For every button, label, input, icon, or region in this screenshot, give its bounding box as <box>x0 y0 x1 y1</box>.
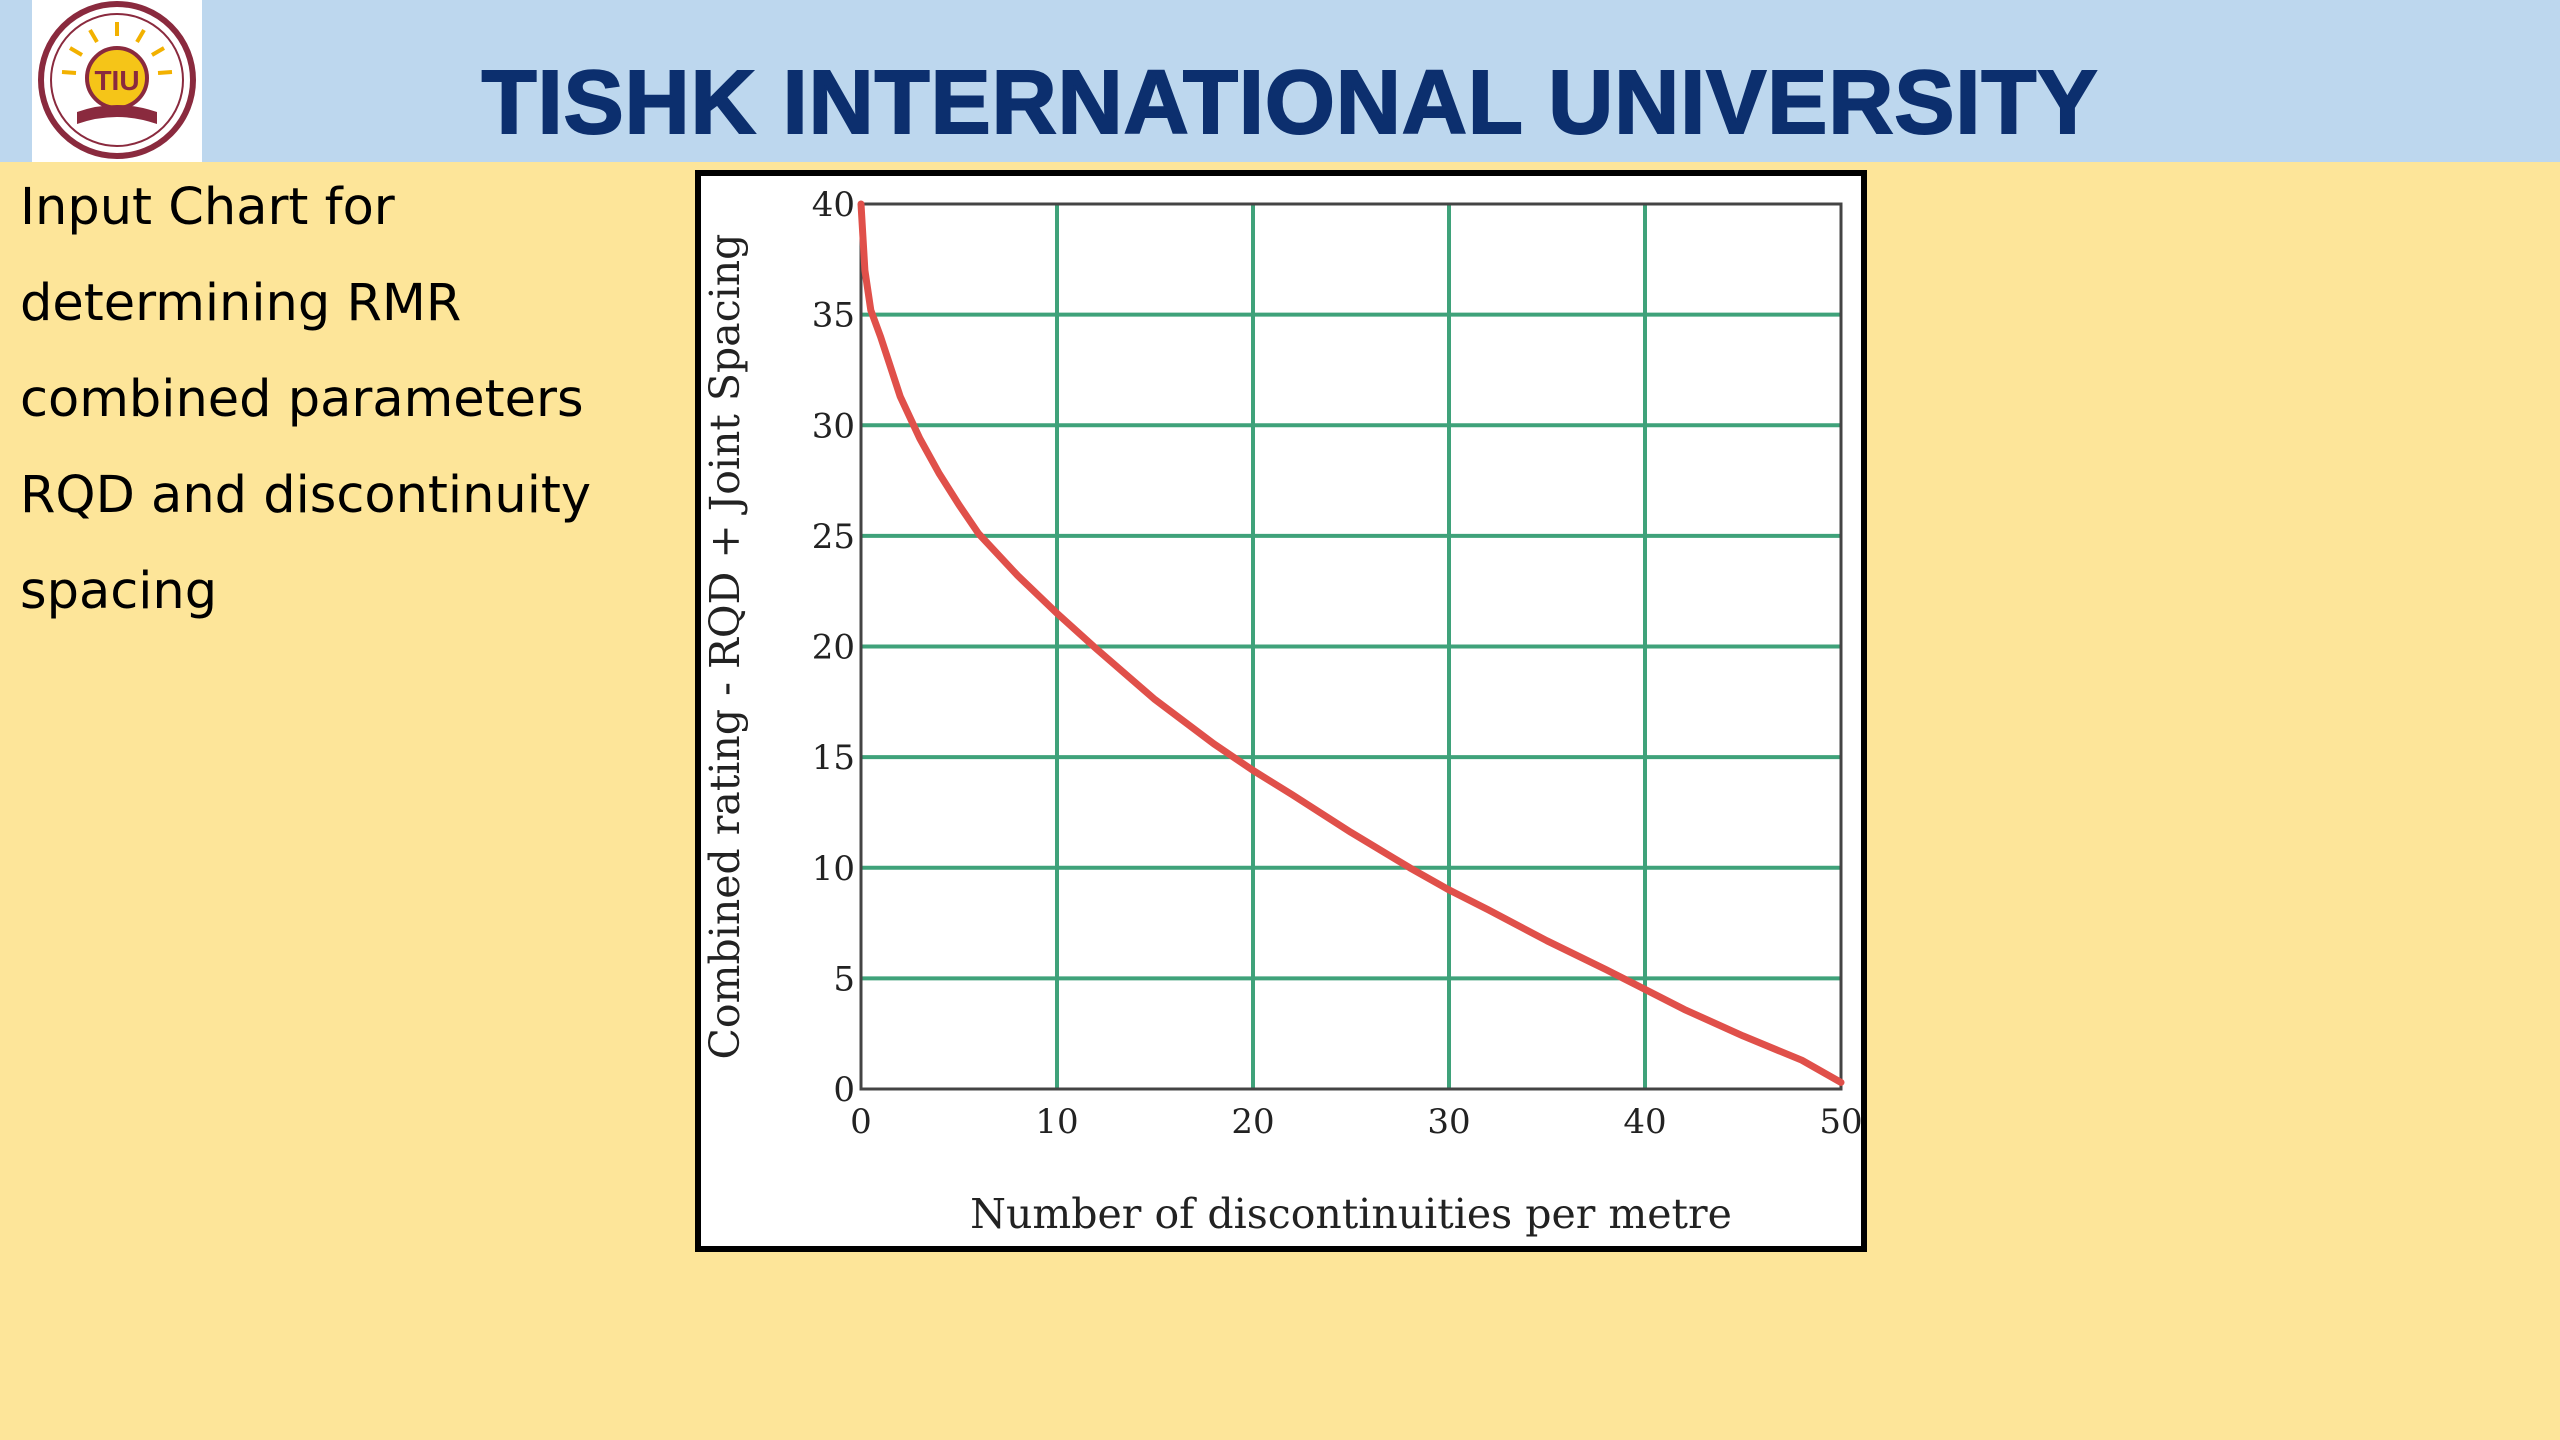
plot-border <box>859 202 1843 1091</box>
axes <box>859 202 1843 1091</box>
y-tick-label: 30 <box>812 406 855 446</box>
rmr-chart: 0 10 20 30 40 50 0 5 10 15 20 25 30 35 40 Number of di… <box>701 185 1861 1238</box>
tick-labels: 0 10 20 30 40 50 0 5 10 15 20 25 30 35 40 <box>812 185 1861 1142</box>
x-tick-label: 0 <box>850 1102 872 1142</box>
svg-text:TIU: TIU <box>94 65 139 96</box>
description-line: combined parameters <box>20 370 584 429</box>
description-line: Input Chart for <box>20 178 395 237</box>
y-tick-label: 15 <box>812 738 855 778</box>
series <box>857 200 1845 1086</box>
y-tick-label: 35 <box>812 296 855 336</box>
x-tick-label: 20 <box>1231 1102 1274 1142</box>
page-title: TISHK INTERNATIONAL UNIVERSITY <box>481 52 2099 154</box>
chart-frame: 0 10 20 30 40 50 0 5 10 15 20 25 30 35 40 Number of di… <box>695 170 1867 1252</box>
x-tick-label: 40 <box>1623 1102 1666 1142</box>
header-bar: TIU TISHK INTERNATIONAL UNIVERSITY <box>0 0 2560 162</box>
x-tick-label: 10 <box>1035 1102 1078 1142</box>
description-line: spacing <box>20 562 218 621</box>
y-tick-label: 10 <box>812 849 855 889</box>
y-tick-label: 20 <box>812 628 855 668</box>
university-logo[interactable]: TIU <box>32 0 202 162</box>
series-line <box>857 200 1845 1086</box>
description-line: determining RMR <box>20 274 462 333</box>
grid <box>861 204 1841 1089</box>
y-axis-label: Combined rating - RQD + Joint Spacing <box>701 234 749 1060</box>
y-tick-label: 25 <box>812 517 855 557</box>
y-tick-label: 0 <box>833 1070 855 1110</box>
x-tick-label: 50 <box>1819 1102 1861 1142</box>
y-tick-label: 5 <box>833 959 855 999</box>
x-axis-label: Number of discontinuities per metre <box>970 1190 1732 1238</box>
x-tick-label: 30 <box>1427 1102 1470 1142</box>
logo-icon: TIU <box>38 1 196 159</box>
chart-description: Input Chart for determining RMR combined… <box>20 160 660 640</box>
y-tick-label: 40 <box>812 185 855 225</box>
description-line: RQD and discontinuity <box>20 466 592 525</box>
